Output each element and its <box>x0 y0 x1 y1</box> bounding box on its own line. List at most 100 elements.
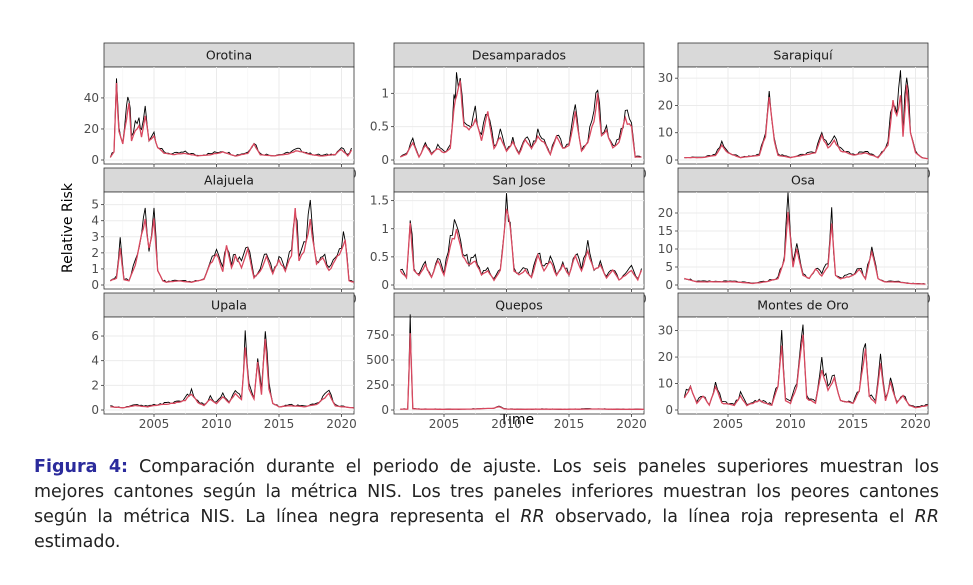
estimated-rr-line <box>400 333 644 410</box>
panel-montes-de-oro: Montes de Oro 2005 2010 2015 2020 0 10 20 30 <box>658 292 931 431</box>
y-tick-label: 10 <box>658 377 673 391</box>
y-tick-label: 1 <box>381 86 389 100</box>
caption-text-3: estimado. <box>34 532 121 552</box>
observed-rr-line <box>110 330 355 409</box>
panel-desamparados: Desamparados200520102015202000.51 <box>370 42 647 181</box>
y-tick-label: 10 <box>658 242 673 256</box>
panel-title: Upala <box>211 298 247 313</box>
y-tick-label: 4 <box>91 214 99 228</box>
panel-upala: Upala 2005 2010 2015 2020 0 2 4 6 <box>91 292 357 431</box>
caption-rr-2: RR <box>914 507 939 527</box>
y-tick-label: 1 <box>381 222 389 236</box>
caption-rr-1: RR <box>520 507 545 527</box>
strip-header <box>103 167 355 193</box>
plot-area <box>393 66 645 165</box>
panel-alajuela: Alajuela2005201020152020012345 <box>91 167 357 306</box>
panel-title: Osa <box>791 173 815 188</box>
y-tick-label: 0 <box>91 278 99 292</box>
strip-header <box>393 292 645 318</box>
estimated-rr-line <box>399 208 643 282</box>
panel-quepos: Quepos 2005 2010 2015 2020 0 250 500 750 <box>366 292 647 431</box>
x-tick-label: 2005 <box>429 417 460 431</box>
x-tick-label: 2005 <box>139 417 170 431</box>
y-tick-label: 3 <box>91 230 99 244</box>
panel-sarapiquí: Sarapiquí20052010201520200102030 <box>658 42 931 181</box>
panel-san-jose: San Jose200520102015202000.511.5 <box>370 167 647 306</box>
figure-caption: Figura 4: Comparación durante el periodo… <box>34 455 939 555</box>
x-tick-label: 2010 <box>775 417 806 431</box>
strip-header <box>677 42 929 68</box>
faceted-relative-risk-chart: Relative Risk Time Orotina20052010201520… <box>60 42 931 431</box>
panel-orotina: Orotina200520102015202002040 <box>84 42 357 181</box>
observed-rr-line <box>684 70 929 160</box>
estimated-rr-line <box>110 338 355 409</box>
y-tick-label: 30 <box>658 71 673 85</box>
y-tick-label: 10 <box>658 126 673 140</box>
y-tick-label: 0.5 <box>370 250 389 264</box>
plot-area <box>103 191 355 290</box>
panel-title: San Jose <box>492 173 545 188</box>
panel-title: Montes de Oro <box>757 298 848 313</box>
x-tick-label: 2020 <box>900 417 931 431</box>
y-tick-label: 6 <box>91 329 99 343</box>
x-tick-label: 2015 <box>554 417 585 431</box>
x-tick-label: 2020 <box>616 417 647 431</box>
panel-title: Quepos <box>495 298 543 313</box>
caption-text-1: Comparación durante el periodo de ajuste… <box>34 457 939 527</box>
estimated-rr-line <box>683 334 929 409</box>
y-tick-label: 1.5 <box>370 194 389 208</box>
observed-rr-line <box>399 72 642 158</box>
strip-header <box>103 292 355 318</box>
y-tick-label: 250 <box>366 378 389 392</box>
y-tick-label: 2 <box>91 378 99 392</box>
y-tick-label: 0 <box>91 403 99 417</box>
x-tick-label: 2020 <box>326 417 357 431</box>
caption-label: Figura 4: <box>34 457 129 477</box>
strip-header <box>677 167 929 193</box>
y-tick-label: 500 <box>366 353 389 367</box>
estimated-rr-line <box>684 211 926 285</box>
x-tick-label: 2010 <box>491 417 522 431</box>
caption-text-2: observado, la línea roja representa el <box>544 507 915 527</box>
estimated-rr-line <box>109 208 355 283</box>
y-tick-label: 0 <box>91 153 99 167</box>
strip-header <box>393 42 645 68</box>
observed-rr-line <box>400 193 642 281</box>
y-tick-label: 0 <box>381 403 389 417</box>
y-tick-label: 0.5 <box>370 120 389 134</box>
y-tick-label: 0 <box>665 153 673 167</box>
panel-title: Sarapiquí <box>773 48 833 63</box>
y-tick-label: 0 <box>665 278 673 292</box>
y-tick-label: 15 <box>658 224 673 238</box>
y-tick-label: 5 <box>91 198 99 212</box>
strip-header <box>103 42 355 68</box>
y-tick-label: 40 <box>84 91 99 105</box>
y-axis-title: Relative Risk <box>60 182 76 273</box>
y-tick-label: 4 <box>91 354 99 368</box>
x-axis-title: Time <box>499 412 534 428</box>
y-tick-label: 2 <box>91 246 99 260</box>
x-tick-label: 2015 <box>838 417 869 431</box>
y-tick-label: 750 <box>366 328 389 342</box>
plot-area <box>393 316 645 415</box>
y-tick-label: 0 <box>381 278 389 292</box>
y-tick-label: 20 <box>658 350 673 364</box>
estimated-rr-line <box>400 80 642 159</box>
panel-title: Orotina <box>206 48 252 63</box>
y-tick-label: 5 <box>665 260 673 274</box>
y-tick-label: 20 <box>84 122 99 136</box>
strip-header <box>677 292 929 318</box>
estimated-rr-line <box>109 82 353 158</box>
panel-osa: Osa200520102015202005101520 <box>658 167 931 306</box>
panel-title: Alajuela <box>204 173 254 188</box>
estimated-rr-line <box>684 84 929 160</box>
x-tick-label: 2005 <box>713 417 744 431</box>
x-tick-label: 2015 <box>264 417 295 431</box>
panel-title: Desamparados <box>472 48 566 63</box>
y-tick-label: 30 <box>658 324 673 338</box>
x-tick-label: 2010 <box>201 417 232 431</box>
plot-area <box>103 316 355 415</box>
y-tick-label: 0 <box>665 403 673 417</box>
y-tick-label: 20 <box>658 98 673 112</box>
plot-area <box>103 66 355 165</box>
